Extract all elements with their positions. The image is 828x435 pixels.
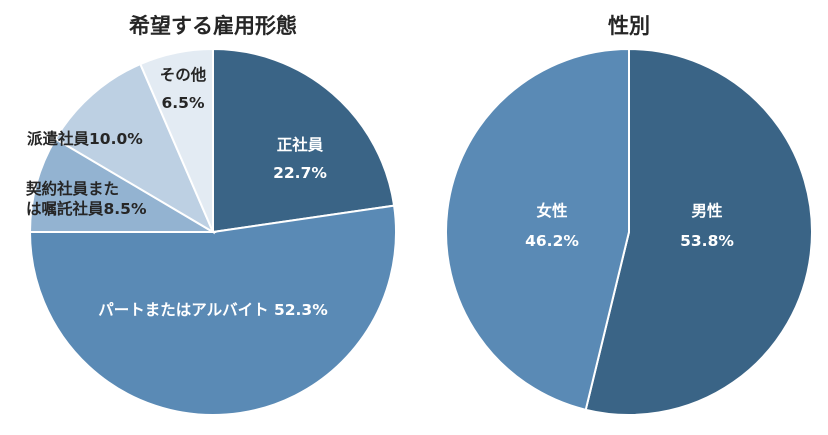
pie-slice-part-time: [28, 204, 397, 417]
chart-title-employment-type: 希望する雇用形態: [129, 14, 297, 38]
pie-slice-contract-employee: [28, 137, 217, 233]
pie-slice-dispatch-employee: [54, 62, 216, 235]
pie-slice-female: [444, 47, 630, 412]
slice-label-dispatch-employee: 派遣社員10.0%: [27, 129, 143, 148]
gender-pie-chart: 性別 男性 53.8% 女性 46.2%: [444, 14, 813, 416]
chart-title-gender: 性別: [608, 14, 650, 38]
slice-label-part-time: パートまたはアルバイト 52.3%: [98, 301, 328, 319]
gender-slices: [444, 47, 813, 416]
gender-labels: 男性 53.8% 女性 46.2%: [525, 201, 734, 250]
pie-slice-other: [139, 47, 214, 233]
employment-type-labels: 正社員 22.7% パートまたはアルバイト 52.3% 契約社員または嘱託社員8.5%…: [25, 65, 328, 319]
employment-type-pie-chart: 希望する雇用形態 正社員 22.7% パートまたはアルバイト 52.3% 契約社員また…: [25, 14, 397, 417]
slice-label-male: 男性 53.8%: [680, 201, 734, 250]
pie-slice-male: [584, 47, 813, 416]
slice-label-regular-employee: 正社員 22.7%: [273, 135, 327, 182]
pie-slice-regular-employee: [212, 47, 396, 234]
employment-type-slices: [28, 47, 397, 417]
slice-label-female: 女性 46.2%: [525, 201, 579, 250]
slice-label-contract-employee: 契約社員または嘱託社員8.5%: [25, 179, 147, 218]
slice-label-other: その他 6.5%: [160, 65, 207, 112]
